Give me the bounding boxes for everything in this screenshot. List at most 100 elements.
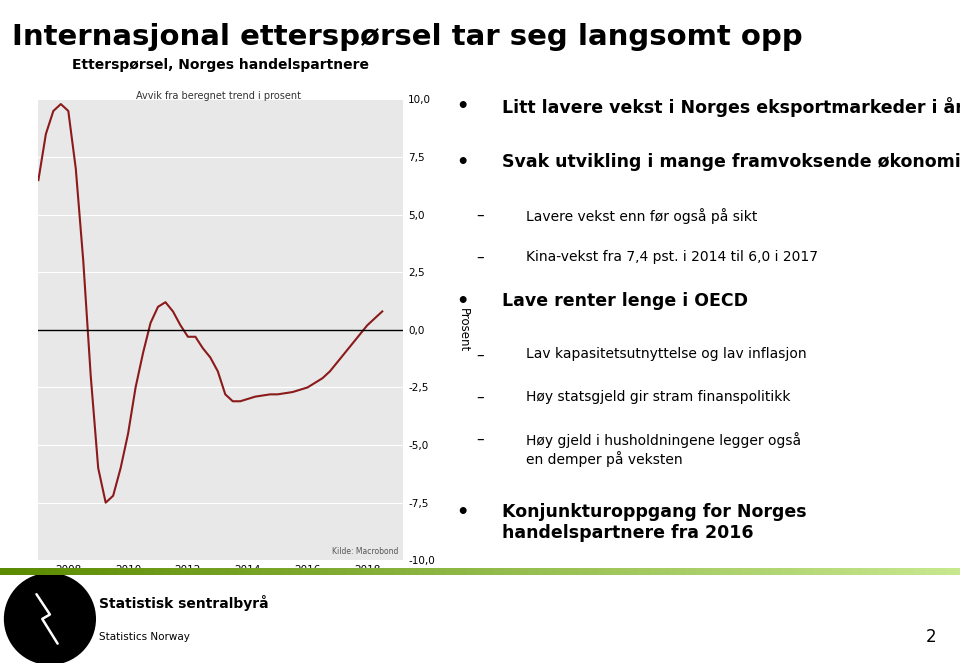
Bar: [65, 568, 67, 575]
Bar: [125, 568, 127, 575]
Text: Svak utvikling i mange framvoksende økonomier: Svak utvikling i mange framvoksende økon…: [501, 152, 960, 170]
Text: Kina-vekst fra 7,4 pst. i 2014 til 6,0 i 2017: Kina-vekst fra 7,4 pst. i 2014 til 6,0 i…: [526, 250, 819, 264]
Bar: [298, 568, 300, 575]
Bar: [362, 568, 365, 575]
Bar: [82, 568, 84, 575]
Bar: [432, 568, 434, 575]
Bar: [307, 568, 309, 575]
Text: Konjunkturoppgang for Norges
handelspartnere fra 2016: Konjunkturoppgang for Norges handelspart…: [501, 503, 806, 542]
Bar: [835, 568, 838, 575]
Bar: [864, 568, 866, 575]
Bar: [67, 568, 69, 575]
Text: •: •: [457, 152, 468, 172]
Bar: [267, 568, 269, 575]
Bar: [624, 568, 626, 575]
Bar: [204, 568, 206, 575]
Bar: [955, 568, 958, 575]
Bar: [795, 568, 797, 575]
Bar: [254, 568, 257, 575]
Bar: [760, 568, 763, 575]
Bar: [936, 568, 939, 575]
Bar: [53, 568, 56, 575]
Bar: [75, 568, 77, 575]
Bar: [614, 568, 616, 575]
Bar: [931, 568, 933, 575]
Bar: [357, 568, 360, 575]
Bar: [821, 568, 824, 575]
Bar: [920, 568, 922, 575]
Bar: [595, 568, 598, 575]
Bar: [749, 568, 752, 575]
Bar: [10, 568, 12, 575]
Bar: [778, 568, 780, 575]
Bar: [463, 568, 466, 575]
Bar: [564, 568, 566, 575]
Bar: [2, 568, 5, 575]
Bar: [46, 568, 48, 575]
Bar: [542, 568, 545, 575]
Bar: [456, 568, 459, 575]
Bar: [290, 568, 293, 575]
Bar: [400, 568, 403, 575]
Bar: [24, 568, 26, 575]
Bar: [626, 568, 629, 575]
Bar: [372, 568, 374, 575]
Bar: [593, 568, 595, 575]
Bar: [453, 568, 456, 575]
Bar: [96, 568, 98, 575]
Bar: [144, 568, 146, 575]
Bar: [178, 568, 180, 575]
Bar: [837, 568, 840, 575]
Text: •: •: [457, 503, 468, 522]
Text: Litt lavere vekst i Norges eksportmarkeder i år, gradvis høyere vekst deretter: Litt lavere vekst i Norges eksportmarked…: [501, 97, 960, 117]
Bar: [382, 568, 384, 575]
Bar: [36, 568, 38, 575]
Bar: [165, 568, 168, 575]
Bar: [17, 568, 19, 575]
Ellipse shape: [4, 573, 96, 663]
Bar: [276, 568, 278, 575]
Bar: [607, 568, 610, 575]
Text: –: –: [476, 347, 484, 363]
Bar: [280, 568, 283, 575]
Bar: [658, 568, 660, 575]
Bar: [699, 568, 701, 575]
Bar: [555, 568, 557, 575]
Bar: [420, 568, 422, 575]
Bar: [876, 568, 878, 575]
Bar: [60, 568, 62, 575]
Bar: [828, 568, 830, 575]
Bar: [549, 568, 552, 575]
Bar: [684, 568, 686, 575]
Bar: [56, 568, 58, 575]
Bar: [370, 568, 372, 575]
Bar: [94, 568, 96, 575]
Bar: [520, 568, 523, 575]
Bar: [434, 568, 437, 575]
Bar: [31, 568, 34, 575]
Bar: [574, 568, 576, 575]
Bar: [544, 568, 547, 575]
Bar: [718, 568, 720, 575]
Bar: [787, 568, 789, 575]
Text: –: –: [476, 250, 484, 265]
Bar: [88, 568, 91, 575]
Bar: [309, 568, 312, 575]
Bar: [219, 568, 221, 575]
Bar: [149, 568, 152, 575]
Bar: [206, 568, 209, 575]
Bar: [784, 568, 787, 575]
Bar: [386, 568, 389, 575]
Bar: [405, 568, 408, 575]
Bar: [559, 568, 562, 575]
Bar: [317, 568, 319, 575]
Bar: [584, 568, 586, 575]
Bar: [578, 568, 581, 575]
Bar: [840, 568, 843, 575]
Bar: [379, 568, 382, 575]
Bar: [38, 568, 40, 575]
Bar: [29, 568, 31, 575]
Bar: [14, 568, 17, 575]
Text: Internasjonal etterspørsel tar seg langsomt opp: Internasjonal etterspørsel tar seg langs…: [12, 23, 803, 51]
Bar: [878, 568, 881, 575]
